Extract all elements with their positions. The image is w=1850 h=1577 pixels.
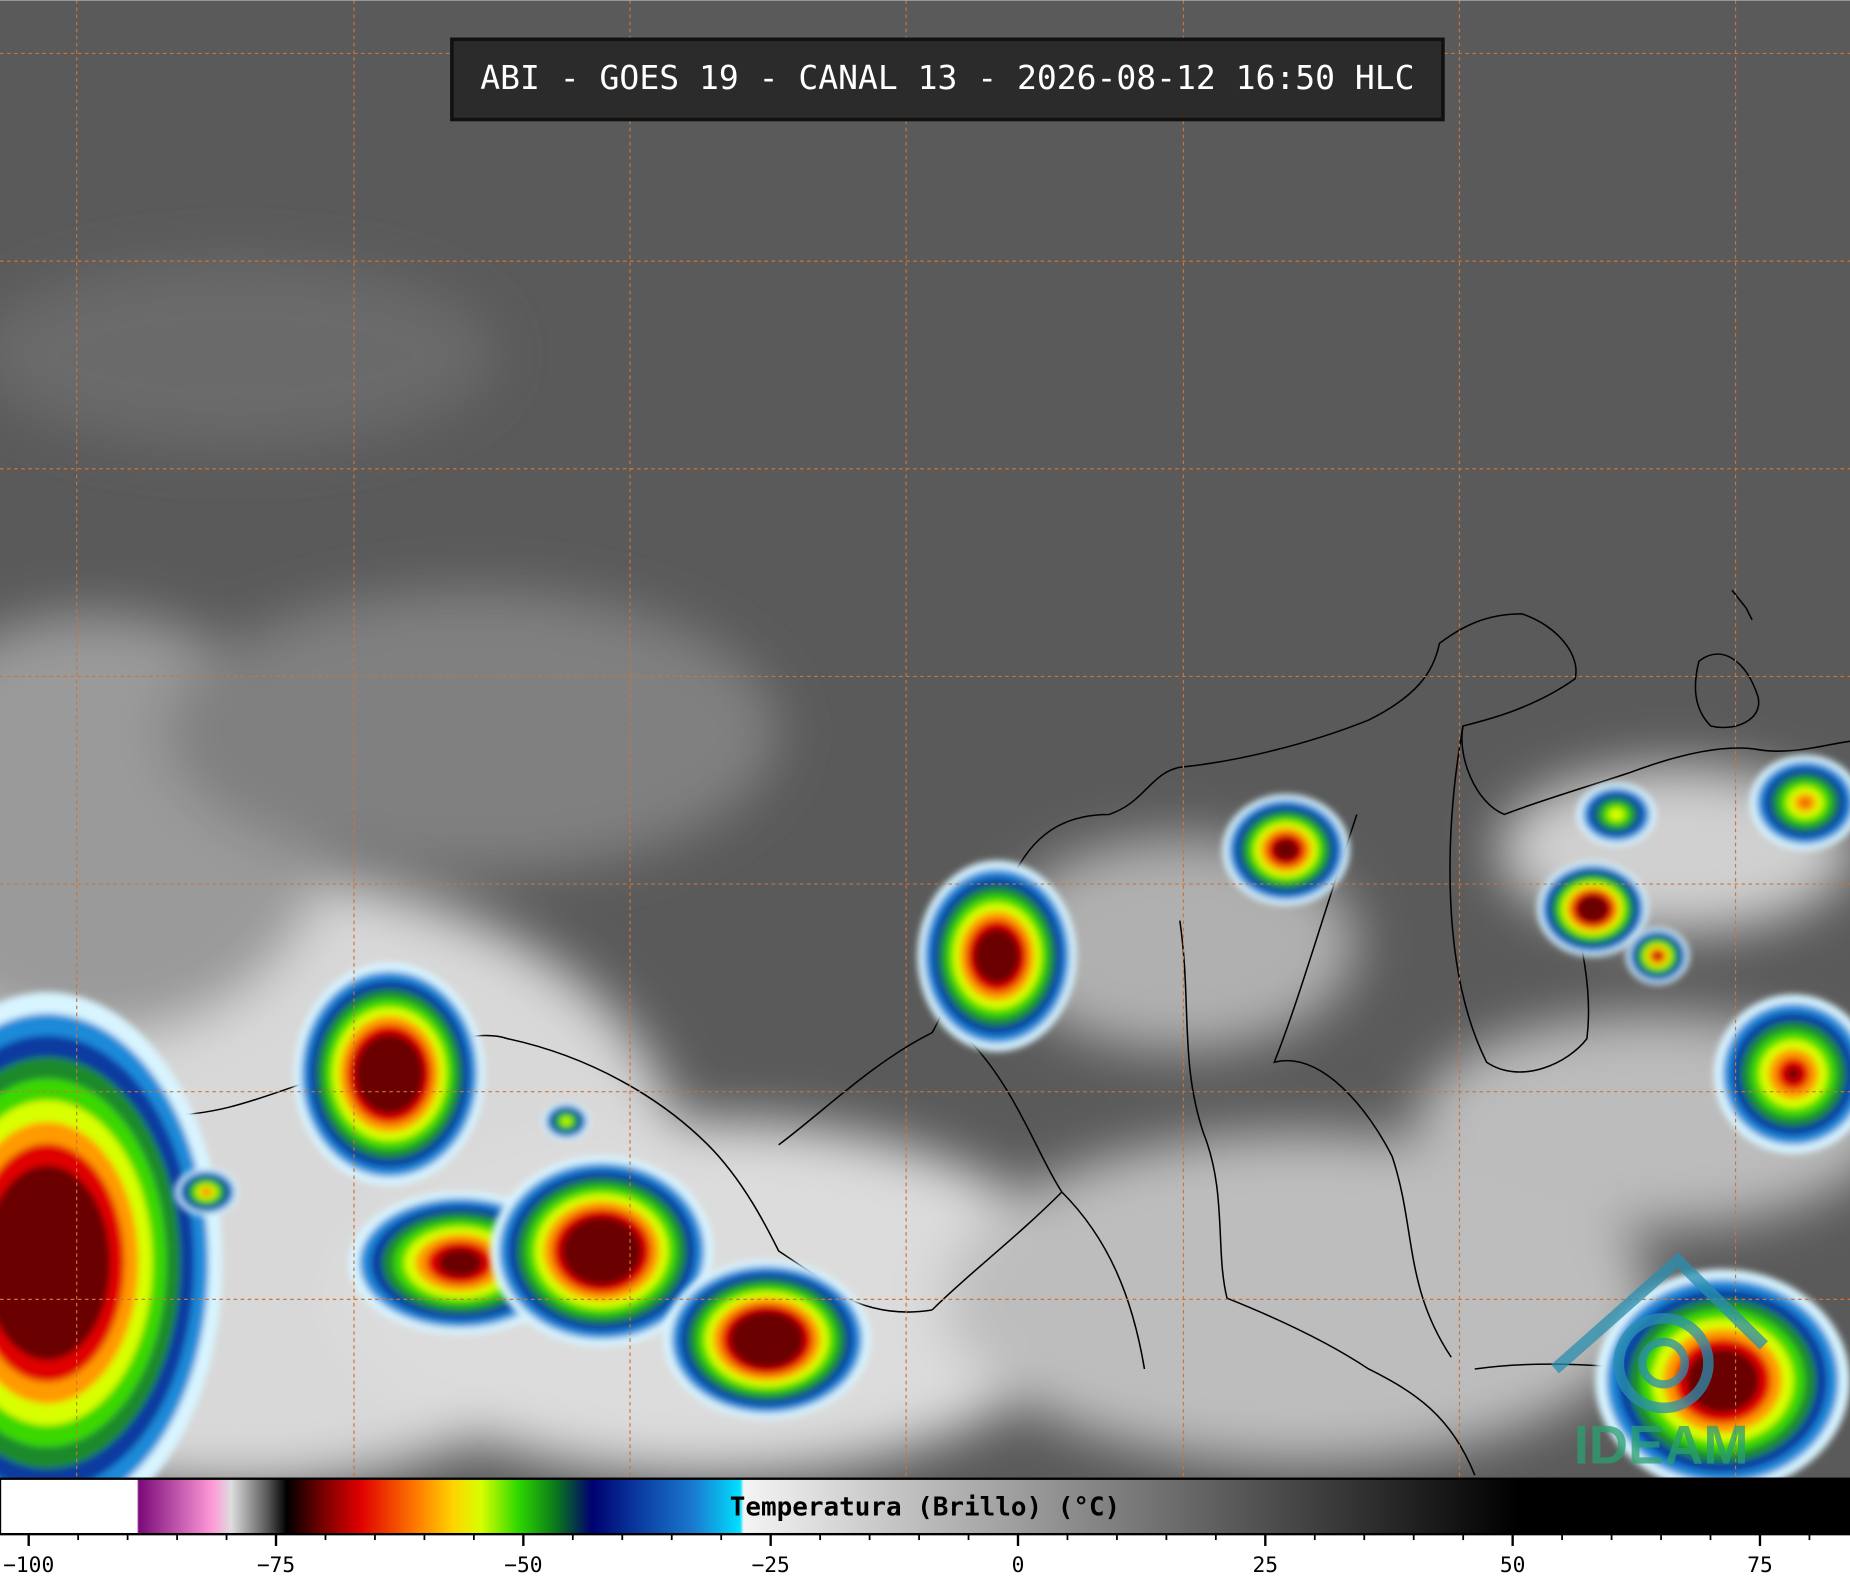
storm-ring [1654, 953, 1661, 959]
colorbar-tick-label: −75 [257, 1553, 295, 1577]
storm-ring [973, 928, 1020, 984]
colorbar-tick-label: −50 [504, 1553, 542, 1577]
storm-cell [174, 1168, 239, 1216]
colorbar [0, 1477, 1850, 1536]
colorbar-tick-label: 25 [1253, 1553, 1279, 1577]
storm-cell [1713, 994, 1850, 1154]
storm-cell [490, 1155, 714, 1347]
storm-ring [437, 1248, 483, 1278]
title-box [450, 37, 1445, 122]
storm-cell [542, 1102, 591, 1141]
storm-cell [1749, 754, 1850, 851]
colorbar-tick-label: −25 [752, 1553, 790, 1577]
lat-lon-grid [0, 0, 1850, 1478]
storm-ring [1273, 838, 1299, 862]
storm-cell [0, 992, 223, 1534]
logo-text: IDEAM [1574, 1414, 1749, 1475]
storm-ring [1801, 799, 1809, 806]
colorbar-tick-label: 75 [1747, 1553, 1773, 1577]
colorbar-tick-label: 0 [1012, 1553, 1025, 1577]
colorbar-tick-label: 50 [1500, 1553, 1526, 1577]
storm-cell [293, 962, 485, 1186]
storm-ring [1685, 1348, 1760, 1413]
storm-cell [1537, 861, 1649, 957]
colorbar-tick-label: −100 [3, 1553, 54, 1577]
storm-cell [1625, 927, 1690, 985]
logo: IDEAM [1551, 1252, 1769, 1475]
storm-cell [1222, 794, 1350, 906]
convective-cells [0, 754, 1850, 1534]
storm-ring [1608, 808, 1625, 821]
title: ABI - GOES 19 - CANAL 13 - 2026-08-12 16… [480, 58, 1414, 97]
storm-ring [204, 1190, 209, 1194]
storm-cell [917, 860, 1077, 1052]
storm-ring [1576, 895, 1609, 923]
storm-ring [0, 1165, 111, 1361]
storm-cell [1576, 782, 1657, 847]
storm-ring [561, 1216, 642, 1286]
storm-cell [1595, 1269, 1850, 1493]
colorbar-ticks: −100 −75 −50 −25 0 25 50 75 [3, 1534, 1811, 1577]
storm-ring [561, 1117, 572, 1126]
storm-ring [354, 1033, 424, 1115]
colorbar-label: Temperatura (Brillo) (°C) [730, 1493, 1120, 1523]
storm-ring [1786, 1067, 1801, 1081]
storm-ring [729, 1310, 805, 1369]
storm-cell [663, 1259, 871, 1420]
